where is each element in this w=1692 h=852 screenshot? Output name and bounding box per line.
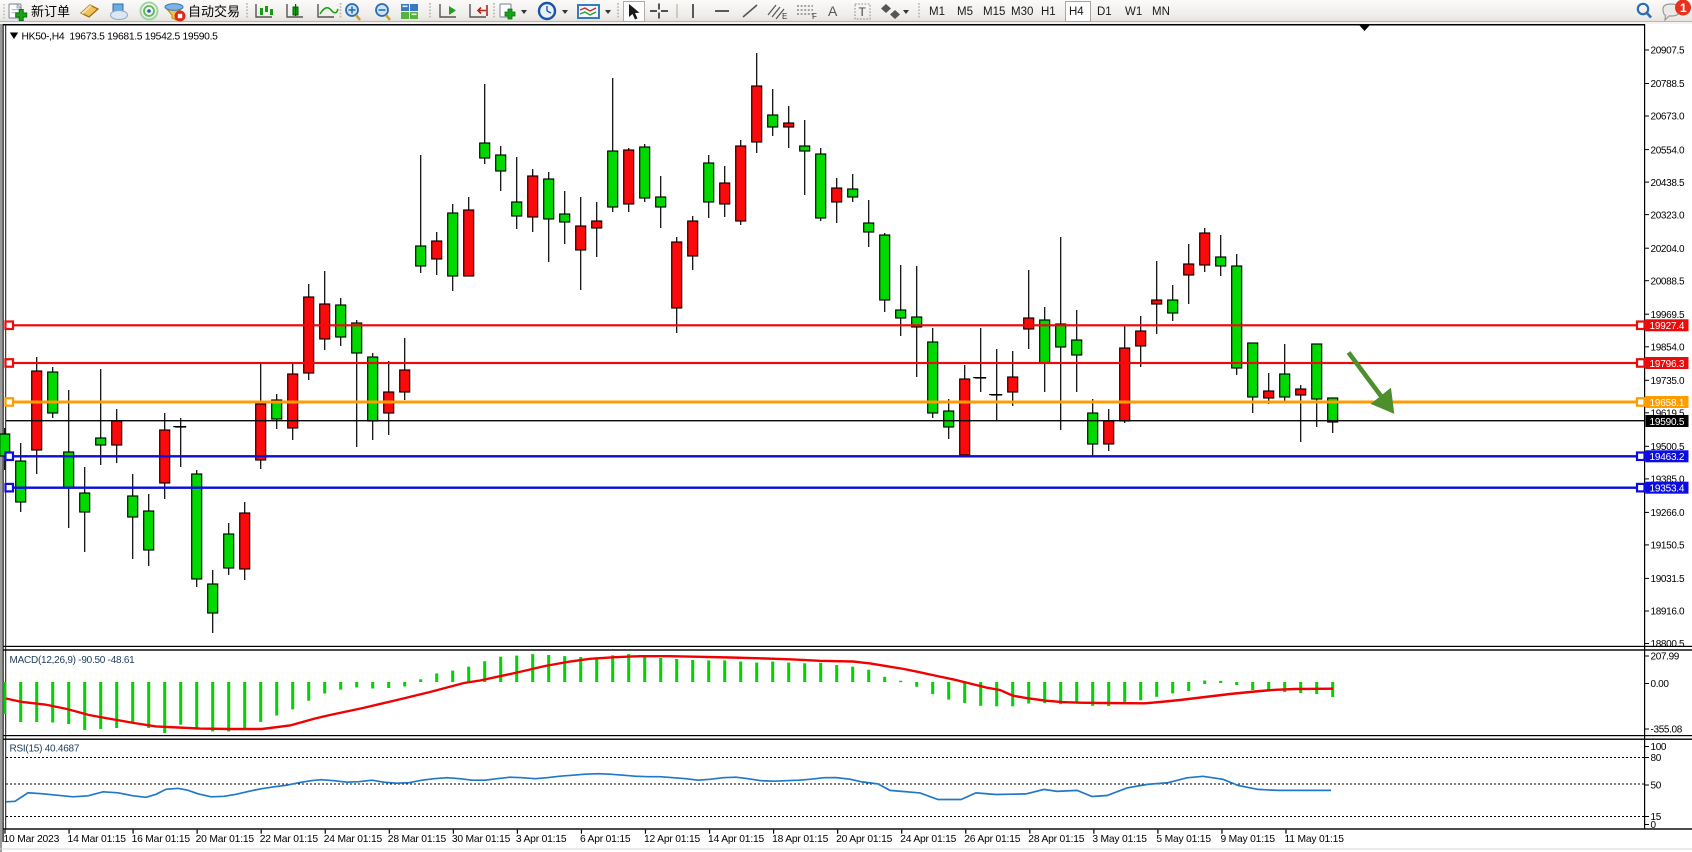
svg-text:HK50-,H4 19673.5 19681.5 1954: HK50-,H4 19673.5 19681.5 19542.5 19590.5: [22, 32, 219, 43]
svg-text:M30: M30: [1011, 6, 1033, 18]
svg-text:19658.1: 19658.1: [1650, 398, 1685, 409]
svg-text:20554.0: 20554.0: [1651, 145, 1685, 156]
svg-text:28 Mar 01:15: 28 Mar 01:15: [388, 834, 447, 845]
svg-text:19735.0: 19735.0: [1651, 376, 1685, 387]
svg-text:0.00: 0.00: [1651, 679, 1670, 690]
svg-text:19266.0: 19266.0: [1651, 508, 1685, 519]
svg-text:18916.0: 18916.0: [1651, 607, 1685, 618]
svg-text:22 Mar 01:15: 22 Mar 01:15: [260, 834, 319, 845]
svg-text:D1: D1: [1097, 6, 1112, 18]
svg-text:30 Mar 01:15: 30 Mar 01:15: [452, 834, 511, 845]
svg-text:19969.5: 19969.5: [1651, 310, 1685, 321]
svg-text:11 May 01:15: 11 May 01:15: [1285, 834, 1345, 845]
svg-text:H4: H4: [1069, 6, 1084, 18]
svg-text:100: 100: [1651, 742, 1667, 753]
svg-text:19031.5: 19031.5: [1651, 574, 1685, 585]
svg-text:自动交易: 自动交易: [188, 4, 240, 19]
svg-text:5 May 01:15: 5 May 01:15: [1156, 834, 1211, 845]
svg-text:1: 1: [1680, 1, 1687, 15]
svg-text:19854.0: 19854.0: [1651, 343, 1685, 354]
svg-text:19353.4: 19353.4: [1650, 484, 1685, 495]
svg-text:20788.5: 20788.5: [1651, 79, 1685, 90]
svg-text:19463.2: 19463.2: [1650, 452, 1685, 463]
svg-text:20 Mar 01:15: 20 Mar 01:15: [196, 834, 255, 845]
svg-text:T: T: [859, 5, 867, 19]
svg-text:A: A: [828, 3, 838, 19]
svg-text:28 Apr 01:15: 28 Apr 01:15: [1028, 834, 1084, 845]
svg-text:19927.4: 19927.4: [1650, 321, 1685, 332]
svg-text:20204.0: 20204.0: [1651, 244, 1685, 255]
svg-text:26 Apr 01:15: 26 Apr 01:15: [964, 834, 1020, 845]
svg-text:24 Mar 01:15: 24 Mar 01:15: [324, 834, 383, 845]
svg-text:3 Apr 01:15: 3 Apr 01:15: [516, 834, 567, 845]
svg-text:19385.0: 19385.0: [1651, 475, 1685, 486]
svg-text:10 Mar 2023: 10 Mar 2023: [4, 834, 60, 845]
svg-text:20907.5: 20907.5: [1651, 46, 1685, 57]
svg-text:14 Mar 01:15: 14 Mar 01:15: [68, 834, 127, 845]
svg-text:20088.5: 20088.5: [1651, 276, 1685, 287]
svg-text:20323.0: 20323.0: [1651, 210, 1685, 221]
svg-text:24 Apr 01:15: 24 Apr 01:15: [900, 834, 956, 845]
svg-text:RSI(15) 40.4687: RSI(15) 40.4687: [10, 744, 80, 755]
svg-text:19150.5: 19150.5: [1651, 541, 1685, 552]
svg-text:新订单: 新订单: [31, 4, 70, 19]
svg-text:0: 0: [1651, 820, 1657, 831]
svg-text:MACD(12,26,9) -90.50 -48.61: MACD(12,26,9) -90.50 -48.61: [10, 655, 136, 666]
svg-text:F: F: [812, 12, 817, 21]
svg-text:50: 50: [1651, 781, 1662, 792]
svg-text:207.99: 207.99: [1651, 652, 1680, 663]
svg-text:20438.5: 20438.5: [1651, 178, 1685, 189]
svg-text:3 May 01:15: 3 May 01:15: [1092, 834, 1147, 845]
svg-text:E: E: [782, 12, 787, 21]
svg-text:H1: H1: [1041, 6, 1056, 18]
svg-text:19796.3: 19796.3: [1650, 359, 1685, 370]
svg-text:12 Apr 01:15: 12 Apr 01:15: [644, 834, 700, 845]
svg-text:M15: M15: [983, 6, 1005, 18]
svg-text:15: 15: [1651, 812, 1662, 823]
svg-text:18 Apr 01:15: 18 Apr 01:15: [772, 834, 828, 845]
svg-text:20 Apr 01:15: 20 Apr 01:15: [836, 834, 892, 845]
svg-text:9 May 01:15: 9 May 01:15: [1220, 834, 1275, 845]
svg-text:16 Mar 01:15: 16 Mar 01:15: [132, 834, 191, 845]
svg-text:MN: MN: [1152, 6, 1170, 18]
svg-text:14 Apr 01:15: 14 Apr 01:15: [708, 834, 764, 845]
svg-text:19619.5: 19619.5: [1651, 409, 1685, 420]
svg-text:-355.08: -355.08: [1651, 725, 1683, 736]
svg-text:6 Apr 01:15: 6 Apr 01:15: [580, 834, 631, 845]
svg-text:W1: W1: [1125, 6, 1142, 18]
svg-text:19500.5: 19500.5: [1651, 442, 1685, 453]
svg-text:20673.0: 20673.0: [1651, 112, 1685, 123]
svg-text:80: 80: [1651, 753, 1662, 764]
svg-text:19590.5: 19590.5: [1650, 417, 1685, 428]
svg-text:M1: M1: [929, 6, 945, 18]
svg-text:M5: M5: [957, 6, 973, 18]
svg-text:18800.5: 18800.5: [1651, 639, 1685, 650]
